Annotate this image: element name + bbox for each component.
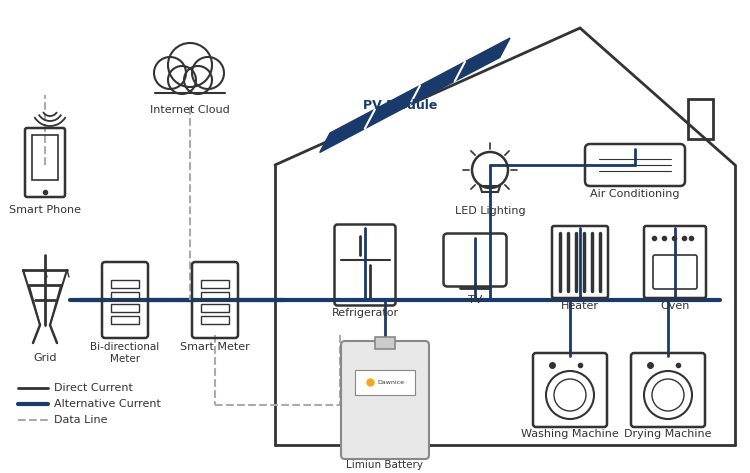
Circle shape (184, 66, 212, 94)
Bar (688, 99, 712, 139)
Bar (111, 292, 139, 300)
Text: Refrigerator: Refrigerator (332, 307, 398, 317)
Bar (201, 280, 229, 288)
Text: PV Module: PV Module (363, 98, 437, 112)
Circle shape (192, 57, 224, 89)
Circle shape (154, 57, 186, 89)
Text: Oven: Oven (660, 301, 690, 311)
FancyBboxPatch shape (341, 341, 429, 459)
Circle shape (168, 66, 196, 94)
Circle shape (168, 43, 212, 87)
Text: Direct Current: Direct Current (54, 383, 133, 393)
Text: Limiun Battery: Limiun Battery (346, 460, 424, 470)
Bar (201, 316, 229, 324)
Bar (355, 370, 415, 395)
Text: Dawnice: Dawnice (377, 379, 404, 385)
Text: TV: TV (468, 295, 482, 305)
Text: Smart Meter: Smart Meter (180, 342, 250, 352)
Text: Grid: Grid (33, 353, 57, 363)
Text: Heater: Heater (561, 301, 599, 311)
Bar (375, 337, 395, 349)
Bar (155, 70, 225, 95)
Bar (32, 135, 58, 180)
Bar (201, 292, 229, 300)
Bar (111, 304, 139, 312)
Polygon shape (320, 38, 510, 152)
Bar (201, 304, 229, 312)
Text: LED Lighting: LED Lighting (454, 206, 525, 216)
Text: Internet Cloud: Internet Cloud (150, 105, 230, 115)
Text: Smart Phone: Smart Phone (9, 205, 81, 215)
Text: Washing Machine: Washing Machine (521, 429, 619, 439)
Text: Drying Machine: Drying Machine (624, 429, 712, 439)
Text: Air Conditioning: Air Conditioning (590, 189, 680, 199)
Text: Bi-directional
Meter: Bi-directional Meter (90, 342, 160, 364)
Text: Data Line: Data Line (54, 415, 107, 425)
Bar (111, 316, 139, 324)
Bar (111, 280, 139, 288)
Text: Alternative Current: Alternative Current (54, 399, 160, 409)
